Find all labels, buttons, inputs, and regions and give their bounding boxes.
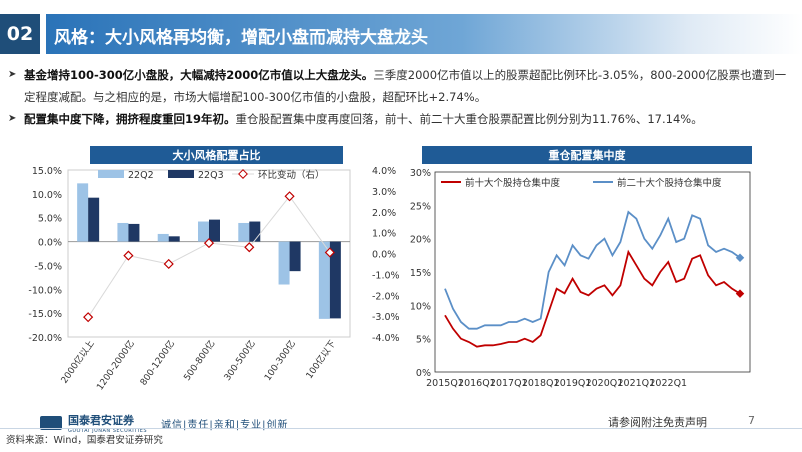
bullet-bold: 基金增持100-300亿小盘股，大幅减持2000亿市值以上大盘龙头。	[24, 68, 374, 82]
change-marker	[83, 312, 94, 323]
source-note: 资料来源：Wind，国泰君安证券研究	[6, 435, 163, 446]
bar-22q2	[278, 241, 290, 285]
x-tick-label: 2021Q1	[617, 378, 655, 389]
y-tick-label-right: -4.0%	[372, 333, 400, 344]
x-tick-label: 2019Q1	[554, 378, 592, 389]
top20-line	[444, 210, 741, 330]
bar-22q3	[289, 241, 301, 272]
y-tick-label-left: -15.0%	[28, 309, 62, 320]
bar-22q3	[88, 197, 100, 242]
y-tick-label-left: 0.0%	[38, 238, 62, 249]
x-tick-label: 800-1200亿	[137, 338, 177, 388]
y-tick-label-right: 3.0%	[372, 187, 396, 198]
motto: 诚信|责任|亲和|专业|创新	[161, 419, 289, 431]
change-marker	[123, 250, 134, 261]
section-number: 02	[0, 14, 40, 54]
y-tick-label-right: -2.0%	[372, 291, 400, 302]
bullet-item: ➤ 基金增持100-300亿小盘股，大幅减持2000亿市值以上大盘龙头。三季度2…	[8, 64, 794, 108]
y-tick-label-left: 5.0%	[38, 214, 62, 225]
y-tick-label-left: -5.0%	[34, 261, 62, 272]
logo-subtext: GUOTAI JUNAN SECURITIES	[68, 428, 148, 434]
bar-22q2	[117, 222, 129, 242]
arrow-icon: ➤	[8, 113, 17, 124]
footer-divider	[0, 428, 802, 429]
y-tick-label-left: 10.0%	[32, 190, 62, 201]
bar-22q3	[168, 236, 180, 242]
plot-area	[67, 169, 351, 338]
change-marker	[203, 237, 215, 249]
y-tick-label-right: -1.0%	[372, 270, 400, 281]
x-tick-label: 2017Q1	[490, 378, 528, 389]
x-tick-label: 100-300亿	[261, 338, 298, 383]
x-tick-label: 2000亿以上	[58, 338, 96, 386]
bar-22q3	[249, 221, 261, 242]
top10-line	[444, 249, 741, 348]
arrow-icon: ➤	[8, 69, 17, 80]
x-tick-label: 2022Q1	[649, 378, 687, 389]
page-number: 7	[748, 414, 755, 427]
y-tick-label: 15%	[410, 268, 431, 279]
bullet-bold: 配置集中度下降，拥挤程度重回19年初。	[24, 112, 236, 126]
y-tick-label: 20%	[410, 235, 431, 246]
legend-label: 前十大个股持仓集中度	[465, 177, 561, 189]
logo-text: 国泰君安证券	[68, 414, 134, 427]
legend-swatch	[168, 170, 194, 178]
x-tick-label: 100亿以下	[303, 338, 338, 381]
y-tick-label-right: -3.0%	[372, 312, 400, 323]
x-tick-label: 2020Q1	[586, 378, 624, 389]
legend-label: 环比变动（右）	[258, 169, 325, 181]
x-tick-label: 2016Q1	[458, 378, 496, 389]
bullet-text: 三季度2000亿市值以上的股票超配比例环比-3.05%，800-2000亿股票也…	[24, 68, 787, 104]
bar-22q2	[198, 221, 209, 242]
x-tick-label: 2015Q1	[426, 378, 464, 389]
y-tick-label-left: 15.0%	[32, 166, 62, 177]
bullet-list: ➤ 基金增持100-300亿小盘股，大幅减持2000亿市值以上大盘龙头。三季度2…	[8, 64, 794, 130]
change-marker	[244, 242, 255, 253]
legend-label: 22Q2	[128, 170, 154, 181]
bar-22q2	[318, 241, 330, 319]
y-tick-label: 0%	[416, 368, 431, 379]
bullet-item: ➤ 配置集中度下降，拥挤程度重回19年初。重仓股配置集中度再度回落，前十、前二十…	[8, 108, 794, 130]
y-tick-label-right: 2.0%	[372, 208, 396, 219]
legend-swatch	[98, 170, 124, 178]
bar-22q2	[238, 222, 250, 242]
y-tick-label: 10%	[410, 301, 431, 312]
bullet-text: 重仓股配置集中度再度回落，前十、前二十大重仓股票配置比例分别为11.76%、17…	[235, 112, 703, 126]
plot-area	[434, 171, 751, 373]
change-marker	[324, 247, 335, 258]
y-tick-label: 5%	[416, 335, 431, 346]
bar-22q2	[77, 183, 89, 242]
bar-22q3	[128, 223, 140, 242]
concentration-chart: 30%25%20%15%10%5%0%2015Q12016Q12017Q1201…	[410, 168, 751, 389]
disclaimer-text: 请参阅附注免责声明	[608, 416, 707, 429]
footer-logo: 国泰君安证券 GUOTAI JUNAN SECURITIES 诚信|责任|亲和|…	[40, 412, 289, 434]
change-marker	[284, 191, 295, 202]
change-marker	[163, 258, 174, 270]
y-tick-label: 25%	[410, 201, 431, 212]
x-tick-label: 2018Q1	[522, 378, 560, 389]
legend-label: 22Q3	[198, 170, 224, 181]
section-header: 02 风格：大小风格再均衡，增配小盘而减持大盘龙头	[0, 14, 802, 54]
y-tick-label-left: -20.0%	[28, 333, 62, 344]
style-allocation-chart: 15.0% 10.0% 5.0% 0.0% -5.0% -10.0% -15.0% -20.0…	[28, 166, 400, 392]
left-chart-title: 大小风格配置占比	[90, 146, 343, 164]
right-chart-title: 重仓配置集中度	[422, 146, 752, 164]
legend-label: 前二十大个股持仓集中度	[617, 177, 722, 189]
x-tick-label: 300-500亿	[221, 338, 258, 383]
y-tick-label-right: 4.0%	[372, 166, 396, 177]
page-title: 风格：大小风格再均衡，增配小盘而减持大盘龙头	[54, 28, 428, 48]
y-tick-label: 30%	[410, 168, 431, 179]
bar-22q3	[209, 219, 220, 242]
x-tick-label: 1200-2000亿	[94, 338, 137, 392]
bar-22q3	[329, 241, 341, 319]
header-banner: 风格：大小风格再均衡，增配小盘而减持大盘龙头	[46, 14, 802, 54]
legend-marker	[238, 169, 248, 179]
y-tick-label-right: 0.0%	[372, 250, 396, 261]
logo-icon	[40, 416, 62, 430]
bar-22q2	[157, 233, 169, 242]
y-tick-label-right: 1.0%	[372, 229, 396, 240]
x-tick-label: 500-800亿	[181, 338, 218, 383]
y-tick-label-left: -10.0%	[28, 285, 62, 296]
end-marker	[735, 289, 745, 298]
